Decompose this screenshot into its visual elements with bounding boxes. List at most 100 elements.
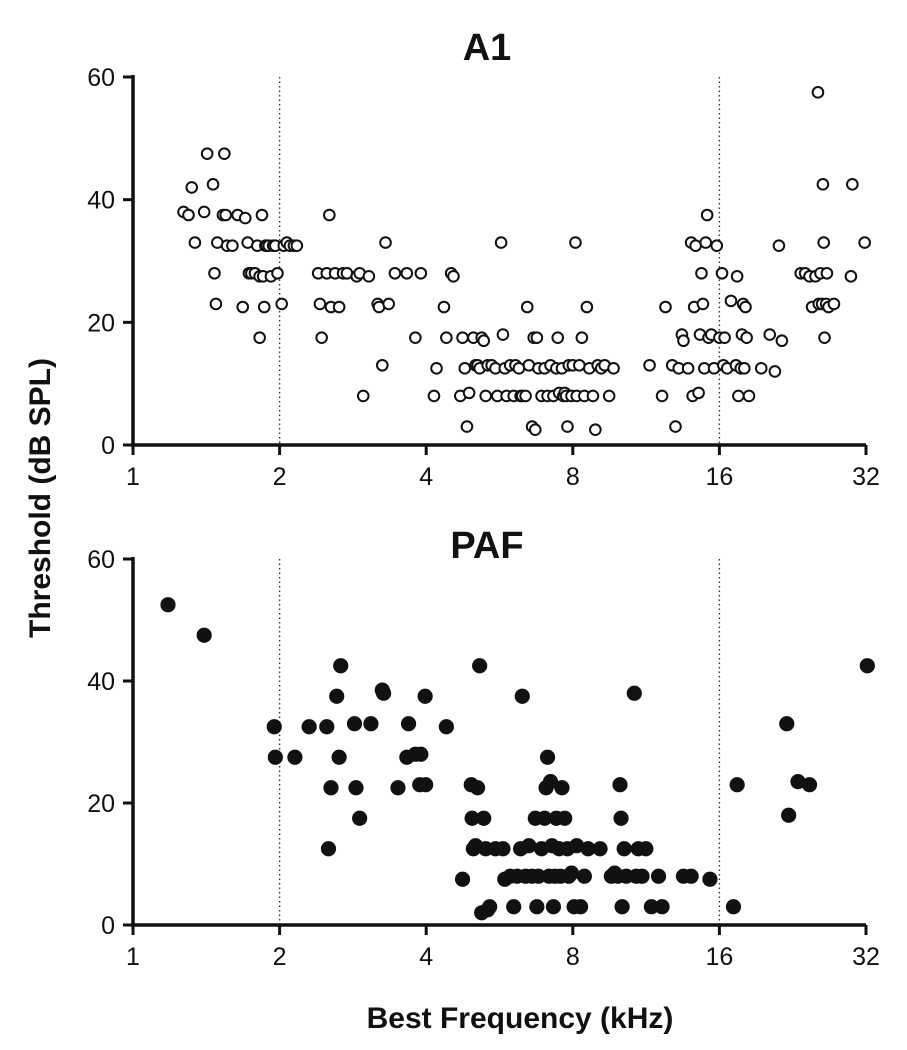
a1-x-tick-label: 8 [566,463,580,491]
a1-data-point [496,328,510,341]
a1-data-point [255,208,269,222]
paf-title: PAF [450,525,523,567]
a1-data-point [479,389,493,403]
paf-data-point [267,749,283,765]
paf-data-point [514,688,530,704]
paf-data-point [557,810,573,826]
a1-data-point [715,266,729,280]
a1-x-tick-label: 2 [273,463,287,491]
a1-data-point [669,420,682,433]
a1-data-point [512,362,526,375]
a1-data-point [409,331,422,344]
a1-data-point [768,365,782,378]
paf-data-point [482,899,498,915]
paf-data-point [464,810,480,826]
paf-y-tick-label: 60 [87,546,115,574]
a1-data-point [844,270,858,283]
paf-data-point [779,716,795,732]
a1-data-point [460,420,474,433]
paf-data-point [352,810,368,826]
paf-data-point [521,838,537,854]
paf-data-point [702,871,718,887]
paf-data-point [348,780,364,796]
a1-data-point [375,358,389,372]
a1-data-point [811,86,825,99]
paf-data-point [576,868,592,884]
paf-data-point [572,899,589,915]
a1-x-tick-label: 4 [419,463,433,491]
a1-data-point [732,389,745,403]
x-axis-label: Best Frequency (kHz) [367,1002,674,1035]
paf-data-point [616,841,632,857]
paf-y-tick-label: 0 [101,912,115,940]
a1-data-point [846,178,859,191]
a1-data-point [440,331,453,344]
a1-data-point [742,389,756,403]
a1-data-point [677,334,690,348]
a1-data-point [659,300,672,314]
a1-y-tick-label: 60 [87,64,115,92]
a1-data-point [710,239,724,252]
paf-data-point [375,685,392,701]
paf-data-point [554,780,570,796]
a1-y-tick-label: 40 [87,187,115,215]
paf-data-point [563,865,580,881]
a1-data-point [730,270,744,283]
a1-data-point [257,300,271,314]
paf-data-point [545,899,562,915]
a1-x-tick-label: 16 [705,463,733,491]
paf-data-point [529,899,545,915]
a1-data-point [817,236,831,249]
paf-data-point [287,749,303,765]
a1-title: A1 [463,27,512,69]
paf-data-point [569,838,585,854]
a1-data-point [816,178,830,191]
paf-data-point [266,719,282,735]
a1-data-point [253,331,266,344]
a1-data-point [379,236,392,249]
a1-data-point [197,205,211,219]
a1-data-point [520,300,534,314]
paf-data-point [725,899,742,915]
paf-x-tick-label: 4 [419,943,433,971]
a1-data-point [739,300,752,314]
a1-data-point [313,297,327,311]
a1-data-point [290,239,304,252]
a1-data-point [551,331,565,344]
paf-data-point [469,780,486,796]
paf-x-tick-label: 1 [126,943,140,971]
a1-data-point [218,147,231,160]
paf-data-point [536,810,553,826]
a1-data-point [818,331,831,344]
paf-data-point [438,719,454,735]
a1-data-point [226,239,239,252]
paf-data-point [530,868,547,884]
a1-data-point [561,420,574,433]
a1-data-point [575,331,589,344]
paf-data-point [196,627,212,643]
a1-data-point [462,386,476,400]
paf-data-point [301,719,317,735]
a1-data-point [382,297,395,311]
a1-data-point [696,297,710,311]
a1-data-point [182,208,195,222]
a1-data-point [332,300,346,314]
a1-data-point [219,208,232,222]
a1-data-point [724,294,738,308]
a1-data-point [315,331,328,344]
paf-data-point [781,807,797,823]
a1-data-point [569,236,582,249]
a1-data-point [738,362,751,375]
a1-data-point [519,389,532,403]
a1-data-point [763,328,777,341]
paf-data-point [801,777,818,793]
paf-data-point [626,685,642,701]
paf-data-point [613,810,629,826]
paf-data-point [320,841,337,857]
paf-data-point [495,841,511,857]
paf-data-point [418,777,434,793]
a1-data-point [494,236,508,249]
paf-data-point [333,658,349,674]
paf-x-tick-label: 32 [852,943,880,971]
